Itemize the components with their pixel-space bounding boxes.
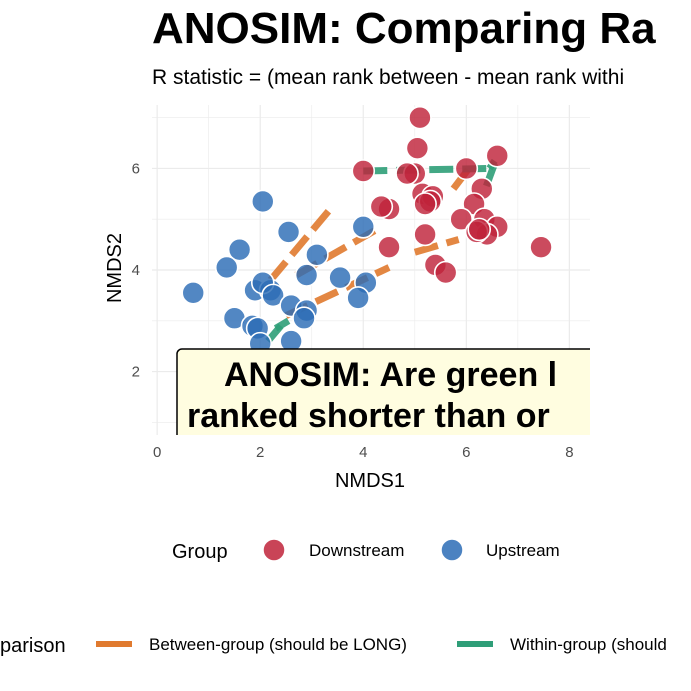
legend-label-within: Within-group (should bbox=[510, 635, 667, 654]
upstream-point bbox=[294, 263, 319, 287]
chart-subtitle: R statistic = (mean rank between - mean … bbox=[152, 66, 625, 89]
annotation-box: ANOSIM: Are green l ranked shorter than … bbox=[176, 348, 590, 435]
legend-group: Group Downstream Upstream bbox=[172, 538, 560, 563]
upstream-point bbox=[305, 242, 329, 267]
downstream-point bbox=[377, 235, 401, 259]
within-segment bbox=[481, 162, 498, 193]
point-layer bbox=[181, 105, 553, 356]
annotation-background bbox=[176, 348, 590, 435]
downstream-point bbox=[529, 235, 553, 259]
upstream-point bbox=[261, 283, 285, 308]
upstream-point bbox=[328, 265, 352, 290]
y-tick-label: 6 bbox=[132, 160, 140, 177]
between-segment bbox=[413, 236, 460, 256]
between-segment bbox=[267, 204, 336, 283]
downstream-point bbox=[351, 159, 376, 183]
upstream-point bbox=[181, 281, 206, 305]
legend-comparison-title: parison bbox=[0, 635, 66, 657]
downstream-point bbox=[395, 161, 419, 186]
downstream-point bbox=[449, 207, 473, 232]
downstream-point bbox=[369, 194, 394, 219]
upstream-point bbox=[292, 306, 316, 331]
upstream-point bbox=[346, 286, 370, 310]
downstream-point bbox=[454, 156, 479, 181]
legend-label-upstream: Upstream bbox=[486, 541, 560, 560]
legend-key-downstream bbox=[262, 538, 286, 562]
y-tick-label: 2 bbox=[132, 364, 140, 381]
downstream-point bbox=[405, 136, 430, 160]
legend-group-title: Group bbox=[172, 541, 228, 563]
upstream-point bbox=[227, 237, 252, 262]
annotation-line-2: ranked shorter than or bbox=[187, 397, 550, 435]
downstream-point bbox=[413, 222, 437, 247]
x-axis-ticks: 0 2 4 6 8 bbox=[153, 444, 574, 461]
upstream-point bbox=[276, 220, 301, 244]
upstream-point bbox=[250, 189, 275, 214]
x-axis-title: NMDS1 bbox=[335, 470, 405, 492]
legend-key-upstream bbox=[440, 538, 464, 562]
legend-comparison: parison Between-group (should be LONG) W… bbox=[0, 635, 667, 657]
legend-label-between: Between-group (should be LONG) bbox=[149, 635, 407, 654]
downstream-point bbox=[485, 143, 510, 168]
upstream-point bbox=[351, 215, 376, 239]
x-tick-label: 4 bbox=[359, 444, 367, 461]
chart-title: ANOSIM: Comparing Ra bbox=[152, 4, 656, 53]
x-tick-label: 6 bbox=[462, 444, 470, 461]
y-tick-label: 4 bbox=[132, 262, 140, 279]
x-tick-label: 2 bbox=[256, 444, 264, 461]
y-axis-ticks: 2 4 6 bbox=[132, 160, 140, 380]
downstream-point bbox=[433, 260, 458, 285]
x-tick-label: 0 bbox=[153, 444, 161, 461]
downstream-point bbox=[467, 217, 492, 242]
annotation-line-1: ANOSIM: Are green l bbox=[224, 356, 557, 394]
x-tick-label: 8 bbox=[565, 444, 573, 461]
downstream-point bbox=[413, 192, 437, 216]
legend-label-downstream: Downstream bbox=[309, 541, 404, 560]
upstream-point bbox=[214, 255, 239, 280]
downstream-point bbox=[408, 105, 432, 130]
y-axis-title: NMDS2 bbox=[104, 233, 126, 303]
